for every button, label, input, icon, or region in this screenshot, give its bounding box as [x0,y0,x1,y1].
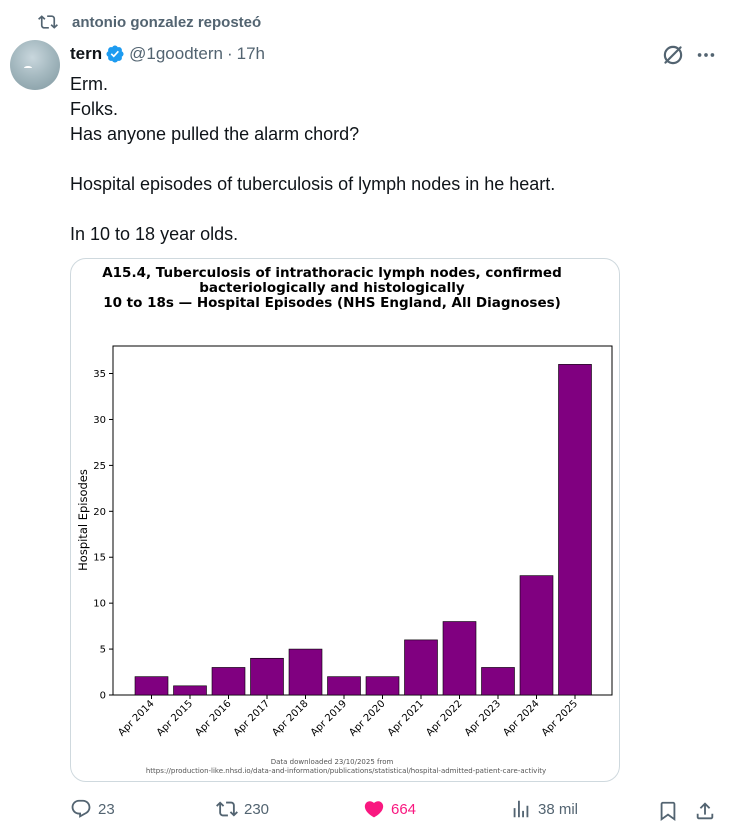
bar-chart: A15.4, Tuberculosis of intrathoracic lym… [76,265,613,775]
tweet-action-bar: 23 230 664 38 mil [0,798,750,826]
views-chart-icon [513,800,529,818]
footnote-line: Data downloaded 23/10/2025 from [271,758,394,766]
x-tick-label: Apr 2019 [309,698,349,738]
x-tick-label: Apr 2024 [501,698,541,738]
x-tick-label: Apr 2017 [232,698,272,738]
footnote-line: https://production-like.nhsd.io/data-and… [146,767,546,775]
bar [404,639,438,696]
tweet-line: Folks. [70,99,119,119]
bars [134,364,592,696]
y-tick-label: 15 [93,553,106,564]
grok-icon[interactable] [660,42,686,68]
repost-icon [216,801,238,817]
tweet-timestamp[interactable]: 17h [236,44,265,63]
bar [442,621,477,696]
reply-button[interactable]: 23 [70,798,115,820]
y-tick-label: 0 [100,691,106,702]
share-icon[interactable] [694,800,716,822]
tweet-line: Hospital episodes of tuberculosis of lym… [70,174,556,194]
views-button[interactable]: 38 mil [510,798,578,820]
y-axis-label: Hospital Episodes [76,469,90,571]
y-tick-label: 20 [93,507,106,518]
x-tick-label: Apr 2015 [155,698,195,738]
author-handle[interactable]: @1goodtern [129,44,223,63]
y-tick-label: 25 [93,461,106,472]
avatar[interactable] [10,40,60,90]
y-tick-label: 35 [93,369,106,380]
repost-indicator[interactable]: antonio gonzalez reposteó [38,12,261,32]
verified-badge-icon[interactable] [105,44,125,64]
bar [365,676,400,696]
chart-title-line: bacteriologically and histologically [199,280,465,296]
repost-icon [38,15,58,29]
x-tick-label: Apr 2021 [386,698,426,738]
repost-label: antonio gonzalez reposteó [72,13,262,31]
tweet-line: In 10 to 18 year olds. [70,224,239,244]
separator-dot: · [226,44,233,63]
x-tick-label: Apr 2023 [463,698,503,738]
reply-icon [71,799,91,818]
chart-title-line: 10 to 18s — Hospital Episodes (NHS Engla… [103,295,561,311]
repost-button[interactable]: 230 [216,798,269,820]
chart-footnote: Data downloaded 23/10/2025 from https://… [146,758,546,775]
chart-title: A15.4, Tuberculosis of intrathoracic lym… [102,265,562,311]
x-tick-label: Apr 2016 [193,698,233,738]
tweet-blank-line [70,197,720,222]
bar [288,648,323,696]
bar [250,657,284,696]
like-button[interactable]: 664 [363,798,416,820]
heart-filled-icon [364,801,384,818]
bar [481,667,515,696]
tweet-text: Erm. Folks. Has anyone pulled the alarm … [70,72,720,247]
tweet-header: tern @1goodtern · 17h [70,42,265,66]
plot-area-frame [112,345,613,696]
bookmark-icon[interactable] [657,800,679,822]
more-options-icon[interactable] [693,42,719,68]
bar [327,676,361,696]
bar [134,676,169,696]
like-count: 664 [391,800,417,818]
y-tick-label: 5 [100,645,106,656]
x-tick-label: Apr 2018 [270,698,310,738]
chart-title-line: A15.4, Tuberculosis of intrathoracic lym… [102,265,562,281]
x-tick-label: Apr 2022 [424,698,464,738]
x-tick-label: Apr 2014 [116,698,156,738]
y-tick-label: 30 [93,415,106,426]
bar [558,364,592,696]
x-tick-label: Apr 2025 [540,698,580,738]
views-count: 38 mil [538,800,579,818]
y-tick-label: 10 [93,599,106,610]
tweet-line: Has anyone pulled the alarm chord? [70,124,360,144]
y-axis-ticks: 0 5 10 15 20 25 30 35 [93,369,113,702]
reply-count: 23 [98,800,115,818]
repost-count: 230 [244,800,270,818]
tweet-media-chart[interactable]: A15.4, Tuberculosis of intrathoracic lym… [70,258,620,782]
author-name[interactable]: tern [70,44,103,63]
tweet-line: Erm. [70,74,108,94]
x-tick-label: Apr 2020 [347,698,387,738]
tweet-blank-line [70,147,720,172]
bar [173,685,207,696]
bar [519,575,554,696]
bar [211,667,246,696]
